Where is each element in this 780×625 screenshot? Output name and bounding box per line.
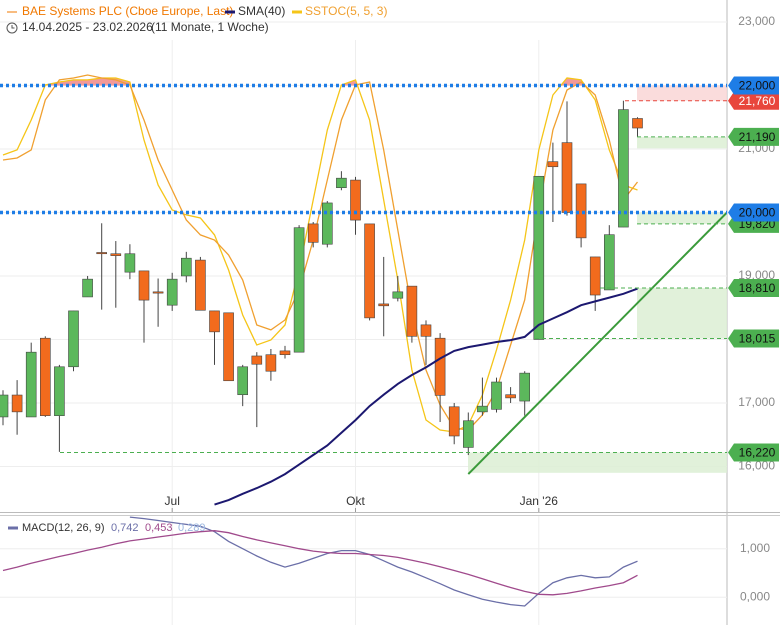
candle-body bbox=[321, 202, 333, 245]
candle-body bbox=[39, 337, 51, 416]
candle-body bbox=[618, 109, 629, 228]
candle-body bbox=[181, 257, 192, 277]
candle-body bbox=[209, 310, 220, 333]
candle-body bbox=[25, 351, 37, 418]
candle-body bbox=[533, 175, 545, 340]
y-tick-label: 23,000 bbox=[738, 14, 775, 28]
level-label: 21,190 bbox=[739, 130, 776, 144]
y-tick-label: 16,000 bbox=[738, 459, 775, 473]
candle-body bbox=[110, 253, 122, 256]
chart-title: BAE Systems PLC (Cboe Europe, Last) bbox=[22, 4, 233, 18]
candle-body bbox=[336, 177, 347, 189]
candle-body bbox=[378, 303, 390, 307]
y-tick-label: 19,000 bbox=[738, 268, 775, 282]
candle-body bbox=[293, 227, 305, 353]
level-label-box bbox=[728, 203, 779, 222]
stochastic-line bbox=[2, 74, 639, 431]
candle-body bbox=[279, 350, 291, 356]
candle-body bbox=[96, 252, 107, 255]
candle-body bbox=[406, 285, 418, 337]
level-label: 21,760 bbox=[739, 94, 776, 108]
level-label-box bbox=[728, 279, 779, 298]
x-tick-label: Jan '26 bbox=[520, 494, 559, 508]
candle-body bbox=[477, 405, 488, 413]
level-label: 18,810 bbox=[739, 281, 776, 295]
macd-value: 0,742 bbox=[111, 522, 139, 534]
candle-body bbox=[632, 118, 643, 129]
candle-body bbox=[237, 366, 248, 396]
histogram-value: 0,289 bbox=[178, 522, 206, 534]
candle-body bbox=[547, 161, 559, 168]
zone bbox=[637, 288, 727, 339]
zone bbox=[637, 136, 727, 149]
candle-body bbox=[603, 234, 615, 291]
candle-body bbox=[0, 394, 9, 418]
candle-body bbox=[350, 179, 361, 221]
macd-title: MACD(12, 26, 9) bbox=[22, 522, 105, 534]
candle-body bbox=[223, 312, 234, 382]
candle-body bbox=[82, 278, 93, 298]
level-label: 18,015 bbox=[739, 332, 776, 346]
level-label-box bbox=[728, 127, 779, 146]
trend-line bbox=[467, 211, 727, 475]
level-label-box bbox=[728, 443, 779, 462]
candle-body bbox=[11, 394, 23, 413]
date-span: (11 Monate, 1 Woche) bbox=[151, 20, 269, 34]
candle-body bbox=[166, 278, 178, 306]
candle-body bbox=[505, 394, 516, 399]
y-tick-label: 17,000 bbox=[738, 395, 775, 409]
clock-icon bbox=[6, 22, 18, 34]
candle-body bbox=[307, 223, 319, 243]
x-tick-label: Jul bbox=[165, 494, 180, 508]
macd-line bbox=[2, 530, 638, 596]
y-tick-label: 1,000 bbox=[740, 541, 770, 555]
candle-body bbox=[519, 372, 531, 402]
candle-body bbox=[152, 291, 164, 294]
level-label-box bbox=[728, 91, 779, 110]
candle-body bbox=[491, 381, 502, 410]
zone bbox=[468, 452, 727, 473]
zone bbox=[637, 85, 727, 101]
legend-label: SSTOC(5, 5, 3) bbox=[305, 4, 387, 18]
level-label: 16,220 bbox=[739, 446, 776, 460]
candle-body bbox=[138, 270, 150, 301]
candle-body bbox=[195, 259, 206, 311]
candle-body bbox=[251, 355, 263, 365]
candle-body bbox=[68, 310, 79, 368]
zone bbox=[637, 212, 727, 224]
candle-body bbox=[420, 324, 432, 337]
stochastic-line bbox=[2, 77, 638, 433]
level-label: 20,000 bbox=[739, 206, 776, 220]
candle-body bbox=[434, 337, 446, 396]
level-label: 22,000 bbox=[739, 79, 776, 93]
legend-label: SMA(40) bbox=[238, 4, 285, 18]
candle-body bbox=[54, 366, 65, 416]
date-range: 14.04.2025 - 23.02.2026 bbox=[22, 20, 153, 34]
signal-value: 0,453 bbox=[145, 522, 173, 534]
sma-line bbox=[214, 287, 638, 506]
candle-body bbox=[392, 291, 404, 299]
candle-body bbox=[265, 354, 277, 372]
candle-body bbox=[448, 406, 460, 437]
candle-body bbox=[589, 256, 601, 296]
level-label-box bbox=[728, 329, 779, 348]
candle-body bbox=[462, 420, 474, 448]
candle-body bbox=[364, 223, 375, 319]
x-tick-label: Okt bbox=[346, 494, 365, 508]
level-label-box bbox=[728, 76, 779, 95]
macd-line bbox=[129, 516, 638, 607]
candle-body bbox=[124, 253, 136, 273]
y-tick-label: 0,000 bbox=[740, 589, 770, 603]
clock-icon bbox=[11, 25, 15, 29]
candle-body bbox=[561, 142, 573, 213]
